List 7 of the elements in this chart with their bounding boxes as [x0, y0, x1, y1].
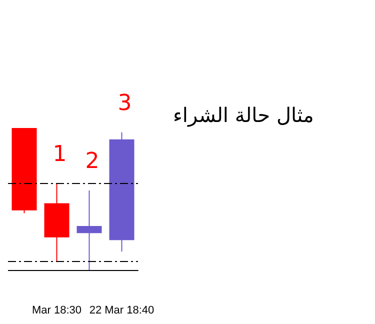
x-tick-label: Mar 18:30 [32, 304, 82, 316]
annotation: 1 [52, 142, 67, 167]
annotation: 2 [85, 148, 100, 174]
text: 3 [118, 90, 132, 116]
candlestick [76, 190, 102, 270]
x-tick-label: 22 Mar 18:40 [89, 304, 154, 316]
text: مثال حالة الشراء [173, 103, 314, 127]
